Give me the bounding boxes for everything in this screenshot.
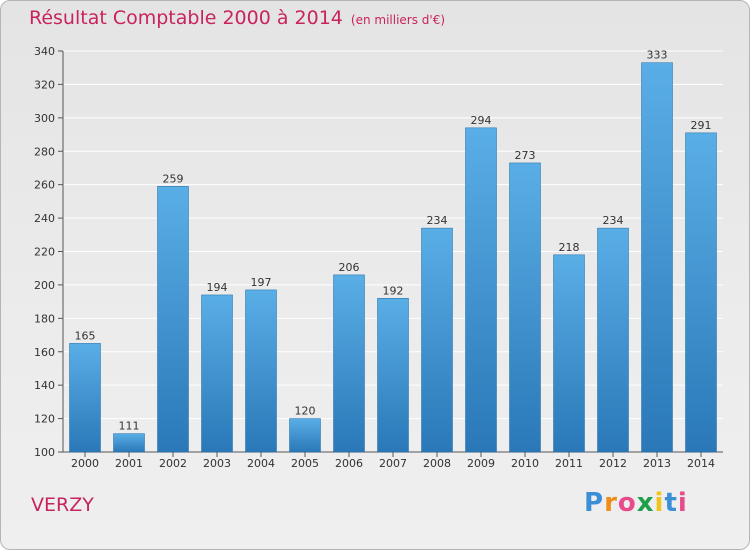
- x-tick-label: 2010: [511, 457, 539, 470]
- bars: [69, 62, 717, 453]
- data-label: 197: [251, 276, 272, 289]
- data-label: 234: [427, 214, 448, 227]
- y-tick-label: 280: [34, 145, 55, 158]
- y-tick-label: 120: [34, 413, 55, 426]
- data-label: 333: [647, 49, 668, 62]
- chart-subtitle: (en milliers d'€): [350, 13, 446, 27]
- x-tick-label: 2001: [115, 457, 143, 470]
- x-tick-label: 2014: [687, 457, 715, 470]
- bar-2001: [113, 433, 145, 453]
- data-label: 194: [207, 281, 228, 294]
- x-tick-label: 2007: [379, 457, 407, 470]
- logo-letter: o: [617, 488, 637, 518]
- x-tick-label: 2003: [203, 457, 231, 470]
- logo-letter: i: [677, 488, 688, 518]
- logo-letter: P: [584, 488, 605, 518]
- x-tick-label: 2005: [291, 457, 319, 470]
- y-tick-label: 300: [34, 112, 55, 125]
- y-tick-label: 260: [34, 179, 55, 192]
- bar-2012: [597, 227, 629, 453]
- logo-letter: x: [636, 488, 655, 518]
- y-tick-label: 200: [34, 279, 55, 292]
- bar-2003: [201, 294, 233, 453]
- bar-2000: [69, 343, 101, 453]
- x-tick-label: 2013: [643, 457, 671, 470]
- bar-2009: [465, 127, 497, 453]
- x-tick-label: 2006: [335, 457, 363, 470]
- data-label: 294: [471, 114, 492, 127]
- data-label: 259: [163, 172, 184, 185]
- data-labels: 165 111 259 194 197 120 206 192 234 294 273 218 234 3…: [75, 49, 712, 433]
- data-label: 165: [75, 329, 96, 342]
- bar-2013: [641, 62, 673, 453]
- bar-2005: [289, 418, 321, 453]
- data-label: 218: [559, 241, 580, 254]
- data-label: 291: [691, 119, 712, 132]
- data-label: 234: [603, 214, 624, 227]
- data-label: 192: [383, 284, 404, 297]
- y-tick-label: 240: [34, 212, 55, 225]
- data-label: 120: [295, 405, 316, 418]
- data-label: 111: [119, 420, 140, 433]
- data-label: 273: [515, 149, 536, 162]
- bar-2002: [157, 186, 189, 453]
- bar-2008: [421, 227, 453, 453]
- y-tick-label: 160: [34, 346, 55, 359]
- bar-2006: [333, 274, 365, 453]
- bar-2011: [553, 254, 585, 453]
- proxiti-logo: Proxiti: [584, 488, 688, 518]
- y-tick-label: 220: [34, 246, 55, 259]
- y-tick-label: 140: [34, 379, 55, 392]
- x-tick-label: 2009: [467, 457, 495, 470]
- logo-letter: i: [654, 488, 665, 518]
- x-tick-label: 2011: [555, 457, 583, 470]
- town-name: VERZY: [31, 494, 94, 516]
- chart-title-block: Résultat Comptable 2000 à 2014 (en millie…: [29, 7, 445, 29]
- bar-2007: [377, 298, 409, 453]
- bar-2014: [685, 132, 717, 453]
- data-label: 206: [339, 261, 360, 274]
- x-tick-label: 2008: [423, 457, 451, 470]
- y-tick-label: 340: [34, 45, 55, 58]
- x-tick-label: 2000: [71, 457, 99, 470]
- chart-title: Résultat Comptable 2000 à 2014: [29, 7, 343, 29]
- y-tick-label: 320: [34, 78, 55, 91]
- bar-2004: [245, 289, 277, 453]
- axes: 100 120 140 160 180 200 220 240 260 280 300 320 340 2…: [34, 45, 723, 470]
- bar-2010: [509, 162, 541, 453]
- logo-letter: t: [664, 488, 678, 518]
- y-tick-label: 180: [34, 312, 55, 325]
- x-tick-label: 2004: [247, 457, 275, 470]
- x-tick-label: 2012: [599, 457, 627, 470]
- y-tick-label: 100: [34, 446, 55, 459]
- logo-letter: r: [604, 488, 618, 518]
- x-tick-label: 2002: [159, 457, 187, 470]
